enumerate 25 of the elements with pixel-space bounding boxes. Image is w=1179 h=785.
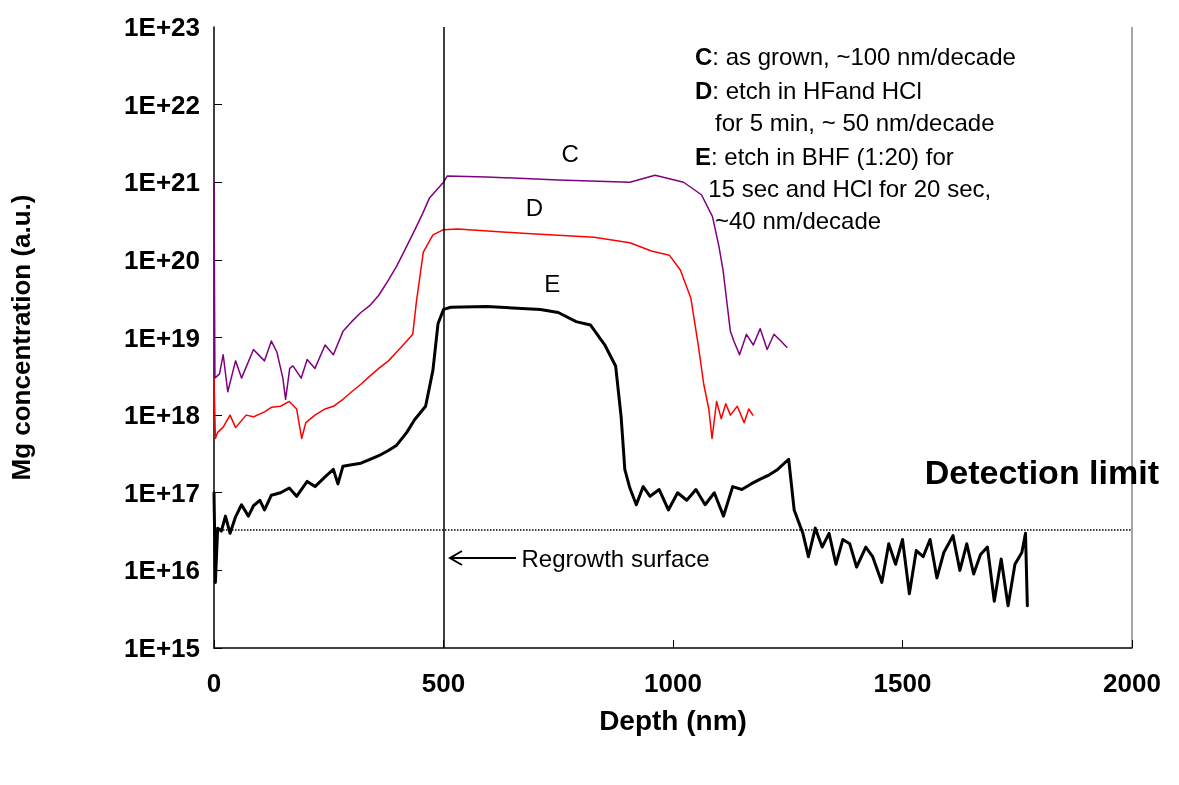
y-tick-label: 1E+23 — [124, 12, 200, 42]
annotation: C: as grown, ~100 nm/decade — [695, 42, 1016, 70]
y-axis-title: Mg concentration (a.u.) — [6, 194, 36, 481]
x-axis-title: Depth (nm) — [599, 704, 747, 736]
series-label: E — [544, 269, 561, 297]
y-tick-label: 1E+19 — [124, 322, 200, 353]
series-label: C — [561, 140, 579, 168]
y-tick-label: 1E+20 — [124, 244, 200, 275]
x-tick-label: 500 — [421, 668, 466, 698]
y-tick-label: 1E+15 — [124, 633, 200, 663]
line-series — [213, 228, 754, 440]
x-tick-label: 1500 — [873, 668, 932, 698]
annotation: E: etch in BHF (1:20) for 15 sec and HCl for 20 sec, ~40 nm/decade — [695, 142, 992, 234]
series-label: D — [525, 193, 544, 221]
y-tick-label: 1E+16 — [124, 555, 200, 586]
y-tick-label: 1E+17 — [124, 477, 200, 508]
ref-line-label: Regrowth surface — [521, 544, 710, 572]
ref-line-label: Detection limit — [924, 453, 1159, 492]
y-tick-label: 1E+18 — [124, 400, 200, 431]
annotation: D: etch in HFand HCl for 5 min, ~ 50 nm/decade — [695, 76, 995, 136]
x-tick-label: 0 — [206, 668, 222, 698]
y-tick-label: 1E+22 — [124, 89, 200, 120]
y-tick-label: 1E+21 — [124, 167, 200, 198]
x-tick-label: 1000 — [644, 668, 702, 698]
x-tick-label: 2000 — [1103, 668, 1161, 698]
